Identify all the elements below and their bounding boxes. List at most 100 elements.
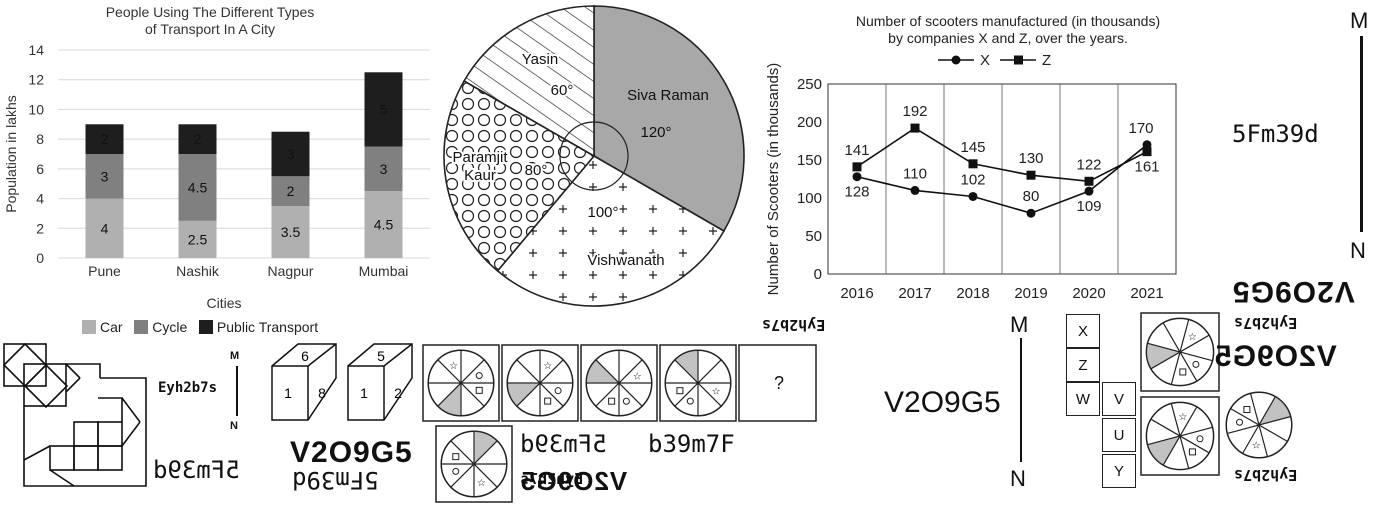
bar-segment-car: [271, 206, 310, 258]
bar-ytick-label: 14: [28, 42, 44, 58]
bar-segment-public-transport: [178, 124, 217, 154]
pie-center-circle: [559, 121, 629, 191]
line-data-label: 80: [1023, 188, 1040, 205]
legend-marker-z: [1014, 55, 1023, 65]
right-option-top: ☆: [1140, 312, 1220, 392]
figure-right-options: ☆ ☆ ☆: [1140, 312, 1293, 476]
right-option-side-shaded-sector: [1257, 395, 1292, 426]
line-series-x: [856, 144, 1148, 215]
bar-xtick-label: Nagpur: [268, 263, 314, 279]
sequence-figure-1-square-symbol: [475, 386, 483, 394]
right-option-top-shaded-sector: [1145, 342, 1182, 370]
pie-slice-name: Kaur: [464, 167, 496, 184]
legend-label-car: Car: [100, 319, 123, 335]
single-figure-square-symbol: [452, 453, 460, 461]
code-mirror-v2o9g5-upside: V2O9G5: [1232, 275, 1355, 308]
line-data-label: 130: [1018, 150, 1043, 167]
sequence-figure-4-shaded-sector: [674, 349, 699, 385]
sequence-figure-4-square-symbol: [676, 387, 684, 395]
sequence-figure-2-shaded-sector: [506, 382, 542, 407]
right-option-top-square-symbol: [1179, 368, 1187, 376]
bar-segment-car: [85, 198, 124, 258]
die2-left: 1: [360, 385, 368, 401]
bar-xtick-label: Pune: [88, 263, 121, 279]
bar-chart-title: People Using The Different Types of Tran…: [60, 4, 360, 38]
bar-data-label: 3: [380, 161, 388, 177]
line-chart-title-line1: Number of scooters manufactured (in thou…: [855, 13, 1161, 29]
legend-marker-x: [951, 55, 961, 65]
line-point-z: [1026, 170, 1036, 180]
sequence-figure-3-circle-symbol: [622, 397, 630, 405]
line-data-label: 170: [1128, 120, 1153, 137]
bar-y-axis-title: Population in lakhs: [3, 95, 19, 213]
bar-data-label: 2: [287, 183, 295, 199]
dice-pair: 6 1 8 5 1 2: [271, 343, 413, 421]
code-upside-eyh2b7s-right2: Eyh2b7s: [1234, 466, 1298, 484]
single-figure-shaded-sector: [473, 430, 498, 466]
legend-swatch-cycle: [134, 320, 149, 334]
legend-label-public-transport: Public Transport: [216, 319, 319, 335]
bar-ytick-label: 2: [36, 220, 44, 236]
right-option-middle-circle-symbol: [1196, 435, 1204, 443]
compass2-line: [1020, 338, 1022, 462]
pie-slice-angle-label: 80°: [525, 162, 548, 179]
sequence-figure-3-star-symbol: ☆: [633, 372, 642, 383]
compass-bottom-label: N: [1350, 238, 1366, 263]
pie-slice-name: Siva Raman: [627, 87, 709, 104]
right-option-middle-shaded-sector: [1146, 435, 1182, 466]
line-data-label: 102: [960, 171, 985, 188]
right-option-side-square-symbol: [1243, 406, 1251, 414]
bar-segment-cycle: [271, 176, 310, 206]
single-figure-circle-symbol: [452, 467, 460, 475]
bar-ytick-label: 10: [28, 101, 44, 117]
bar-chart-title-line1: People Using The Different Types: [105, 4, 315, 20]
figure-sequence: ☆ ☆ ☆ ☆: [422, 344, 817, 422]
code-mirror-v2o9g5-right: V2O9G5: [1214, 340, 1337, 373]
right-option-top-circle-symbol: [1192, 360, 1200, 368]
line-point-x: [968, 191, 978, 201]
line-ytick-label: 100: [797, 190, 822, 207]
bar-xtick-label: Nashik: [176, 263, 220, 279]
legend-label-x: X: [980, 52, 990, 69]
sequence-figure-2-circle-symbol: [554, 387, 562, 395]
net-cell-u: U: [1102, 418, 1136, 452]
bar-chart: 0 2 4 6 8 10 12 14 4 3 2 Pune 2.5 4.5 2 Nashik 3.5 2 3 Nagp…: [3, 42, 430, 308]
bar-data-label: 2: [101, 131, 109, 147]
pie-slice-siva-raman: [593, 5, 745, 233]
line-xtick-label: 2021: [1130, 285, 1163, 302]
die1-left: 1: [284, 385, 292, 401]
die2-top: 5: [377, 348, 385, 364]
line-data-label: 141: [844, 142, 869, 159]
figure-puzzle-left: [2, 342, 147, 487]
line-point-z: [910, 123, 920, 133]
right-option-middle-square-symbol: [1188, 448, 1196, 456]
bar-data-label: 3: [287, 146, 295, 162]
code-upside-eyh2b7s: Eyh2b7s: [762, 316, 826, 334]
bar-segment-public-transport: [364, 72, 403, 147]
pie-slice-name: Yasin: [522, 51, 558, 68]
code-eyh2b7s-small: Eyh2b7s: [158, 380, 218, 396]
sequence-question-mark: ?: [773, 372, 784, 393]
bar-ytick-label: 0: [36, 250, 44, 266]
sequence-figure-4-circle-symbol: [686, 397, 694, 405]
bar-x-axis-title: Cities: [206, 295, 241, 308]
right-option-side-star-symbol: ☆: [1252, 440, 1261, 451]
bar-segment-public-transport: [85, 124, 124, 154]
code-mirror-eyh2b7s-bottom: Eyh2b7s: [520, 470, 584, 488]
die1-top: 6: [301, 348, 309, 364]
line-point-x: [852, 172, 862, 182]
sequence-figure-3-square-symbol: [608, 397, 616, 405]
line-data-label: 122: [1076, 156, 1101, 173]
pie-slice-paramjit-kaur: [443, 79, 596, 273]
sequence-figure-1: ☆: [422, 344, 500, 422]
pie-slice-vishwanath: [496, 154, 725, 307]
line-point-x: [910, 185, 920, 195]
sequence-figure-1-shaded-sector: [437, 381, 462, 417]
compass-line: [1360, 36, 1363, 232]
compass2-top-label: M: [1010, 312, 1029, 337]
net-cell-x: X: [1066, 314, 1100, 348]
compass-top-label: M: [1350, 8, 1369, 33]
right-option-middle-star-symbol: ☆: [1178, 412, 1187, 423]
code-mirror-5fm39d: 5Fm39d: [153, 456, 240, 484]
sequence-figure-4-star-symbol: ☆: [712, 387, 721, 398]
